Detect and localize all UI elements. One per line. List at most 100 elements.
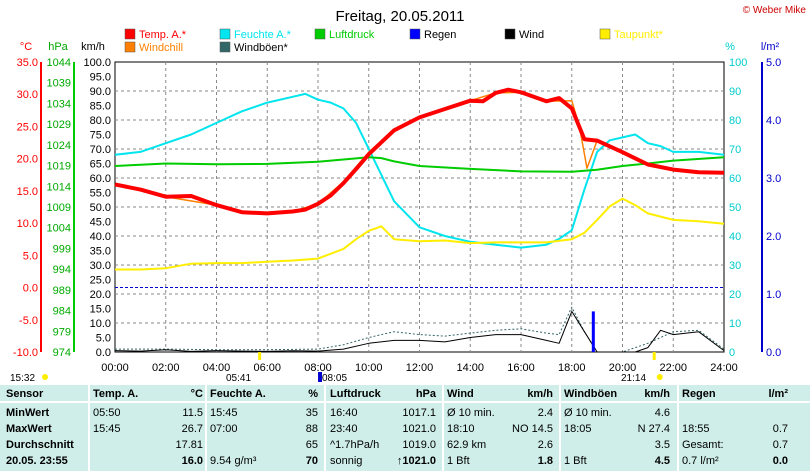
table-cell: 1 Bft	[564, 455, 587, 467]
table-cell: 05:50	[93, 407, 121, 419]
table-header-cell: %	[308, 388, 318, 400]
table-cell: 0.7 l/m²	[682, 455, 719, 467]
wind-tick-label: 60.0	[90, 173, 111, 185]
pressure-tick-label: 979	[53, 326, 71, 338]
table-cell: 16.0	[181, 455, 203, 467]
wind-tick-label: 25.0	[90, 275, 111, 287]
sunset-tick	[652, 352, 656, 360]
temp-tick-label: 25.0	[17, 121, 38, 133]
table-cell: 1021.0	[402, 423, 436, 435]
pressure-tick-label: 974	[53, 347, 71, 359]
wind-tick-label: 10.0	[90, 318, 111, 330]
sun-markers: 15:32 05:41 08:05 21:14	[10, 352, 663, 384]
plot-area: 00:00 02:00 04:00 06:00 08:00 10:00 12:00 14:00…	[13, 57, 781, 374]
humidity-tick-label: 70	[729, 144, 741, 156]
legend-label: Luftdruck	[329, 29, 375, 41]
humidity-tick-label: 40	[729, 231, 741, 243]
table-cell: 26.7	[181, 423, 203, 435]
table-cell: 1 Bft	[447, 455, 470, 467]
table-cell: 70	[305, 455, 318, 467]
x-tick-label: 04:00	[203, 362, 231, 374]
wind-tick-label: 55.0	[90, 188, 111, 200]
legend-label: Temp. A.*	[139, 29, 187, 41]
table-row-label: 20.05. 23:55	[6, 455, 68, 467]
sunrise-tick	[258, 352, 262, 360]
pressure-tick-label: 1024	[47, 140, 71, 152]
pressure-tick-label: 1029	[47, 119, 71, 131]
table-header-cell: °C	[190, 388, 203, 400]
series-line-temp-a	[114, 87, 725, 216]
table-cell: 15:45	[93, 423, 121, 435]
table-header-cell: Temp. A.	[93, 388, 139, 400]
legend: Temp. A.* Feuchte A.* Luftdruck Regen Wind Ta…	[124, 28, 664, 54]
humidity-tick-label: 90	[729, 86, 741, 98]
legend-swatch	[219, 41, 231, 53]
humidity-tick-label: 10	[729, 318, 741, 330]
legend-label: Regen	[424, 29, 456, 41]
humidity-tick-label: 30	[729, 260, 741, 272]
table-header-cell: Feuchte A.	[210, 388, 266, 400]
wind-tick-label: 5.0	[96, 333, 111, 345]
x-tick-label: 18:00	[558, 362, 586, 374]
wind-tick-label: 45.0	[90, 217, 111, 229]
table-cell: NO 14.5	[512, 423, 553, 435]
legend-label: Taupunkt*	[614, 29, 664, 41]
rain-tick-label: 4.0	[766, 115, 781, 127]
table-cell: 11.5	[182, 407, 203, 419]
table-header-divider	[0, 401, 810, 403]
table-cell: 18:10	[447, 423, 475, 435]
wind-tick-label: 65.0	[90, 159, 111, 171]
table-column-divider	[324, 385, 326, 471]
wind-tick-label: 0.0	[96, 347, 111, 359]
table-column-divider	[205, 385, 207, 471]
legend-swatch	[124, 28, 136, 40]
humidity-tick-label: 20	[729, 289, 741, 301]
legend-label: Wind	[519, 29, 544, 41]
axis-unit-temp: °C	[20, 41, 32, 53]
table-column-divider	[88, 385, 90, 471]
table-cell: 23:40	[330, 423, 358, 435]
table-column-divider	[559, 385, 561, 471]
rain-bar	[591, 311, 595, 352]
temp-tick-label: -10.0	[13, 347, 38, 359]
table-cell: 18:55	[682, 423, 710, 435]
temp-tick-label: 0.0	[23, 283, 38, 295]
temp-tick-label: 35.0	[17, 57, 38, 69]
x-tick-label: 02:00	[152, 362, 180, 374]
x-tick-label: 12:00	[406, 362, 434, 374]
rain-tick-label: 0.0	[766, 347, 781, 359]
legend-label: Feuchte A.*	[234, 29, 292, 41]
axis-unit-humidity: %	[725, 41, 735, 53]
series-line-luftdruck	[114, 156, 725, 173]
table-row-label: MinWert	[6, 407, 50, 419]
table-cell: 1017.1	[402, 407, 436, 419]
rain-tick-label: 3.0	[766, 173, 781, 185]
moon-time-tick	[318, 372, 323, 382]
temp-tick-label: 10.0	[17, 218, 38, 230]
rain-tick-label: 5.0	[766, 57, 781, 69]
table-cell: Gesamt:	[682, 439, 724, 451]
x-tick-label: 14:00	[456, 362, 484, 374]
table-header-cell: Wind	[447, 388, 474, 400]
temp-tick-label: 30.0	[17, 89, 38, 101]
table-cell: sonnig	[330, 455, 363, 467]
sunset-dot	[656, 374, 663, 380]
table-cell: ^1.7hPa/h	[330, 439, 380, 451]
legend-swatch	[504, 28, 516, 40]
wind-tick-label: 80.0	[90, 115, 111, 127]
humidity-tick-label: 0	[729, 347, 735, 359]
temp-tick-label: 5.0	[23, 250, 38, 262]
legend-label: Windchill	[139, 42, 183, 54]
table-cell: 62.9 km	[447, 439, 487, 451]
table-cell: 9.54 g/m³	[210, 455, 257, 467]
statistics-table: Sensor Temp. A. °C Feuchte A.% Luftdruck hPa W…	[0, 385, 810, 471]
table-cell: ↑1021.0	[396, 455, 436, 467]
wind-tick-label: 95.0	[90, 72, 111, 84]
pressure-tick-label: 1034	[47, 98, 71, 110]
series-line-taupunkt	[115, 197, 725, 271]
legend-label: Windböen*	[234, 42, 289, 54]
x-tick-label: 00:00	[101, 362, 129, 374]
x-tick-label: 24:00	[710, 362, 738, 374]
table-column-divider	[442, 385, 444, 471]
pressure-tick-label: 1039	[47, 78, 71, 90]
